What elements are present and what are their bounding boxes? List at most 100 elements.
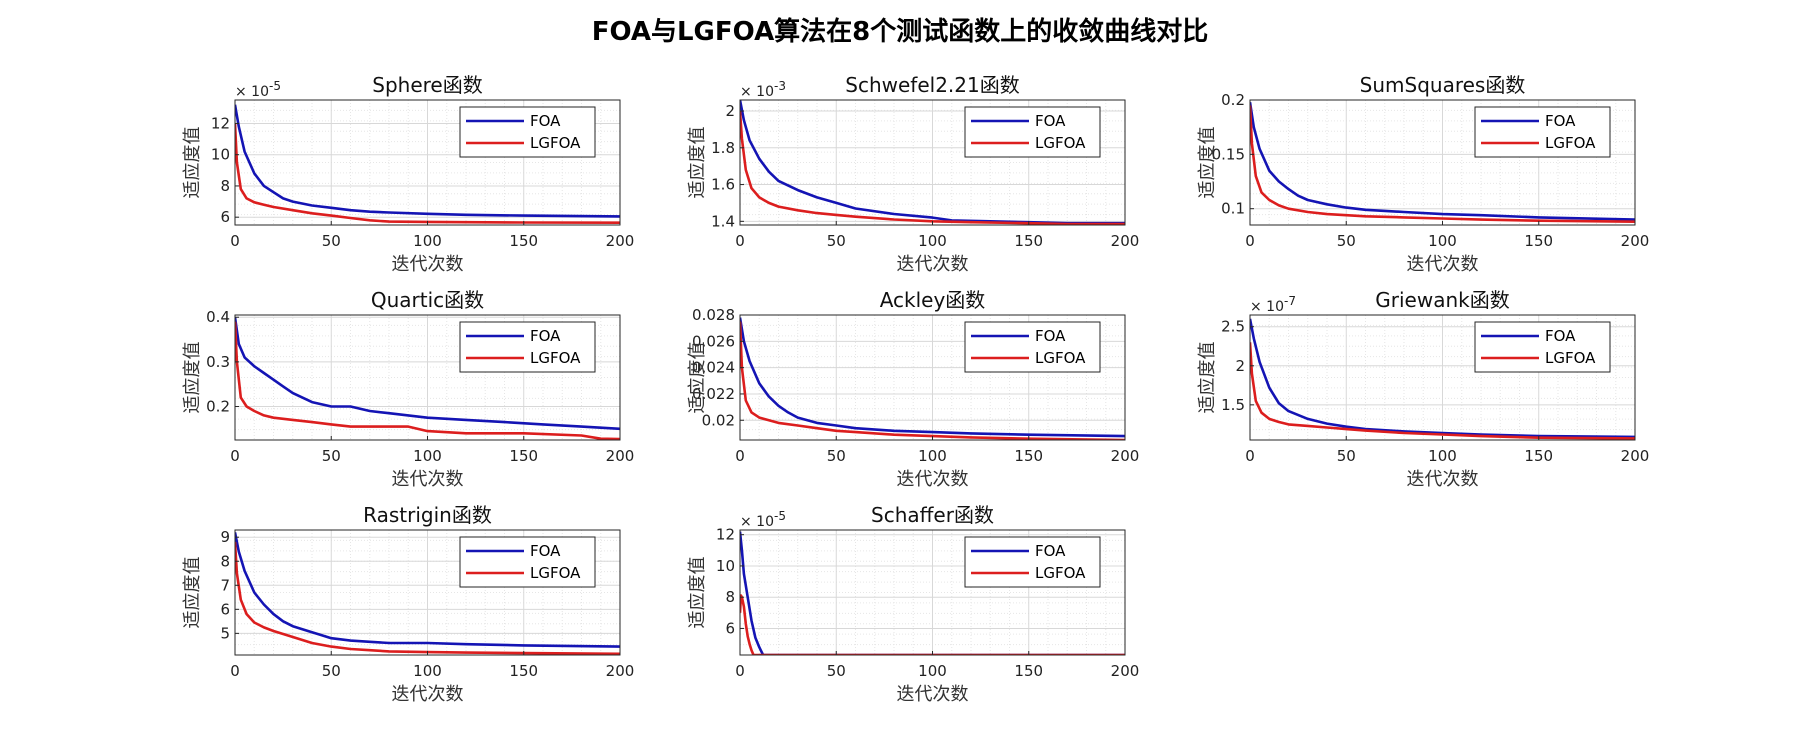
series-line-foa (1250, 102, 1635, 221)
x-tick-label: 200 (606, 232, 635, 250)
legend-label-foa: FOA (1545, 112, 1576, 130)
x-tick-label: 0 (230, 447, 240, 465)
x-tick-label: 0 (230, 662, 240, 680)
y-tick-label: 0.02 (702, 411, 735, 429)
y-tick-label: 1.4 (711, 212, 735, 230)
y-axis-label: 适应度值 (182, 557, 203, 629)
legend-label-lgfoa: LGFOA (530, 134, 581, 152)
subplot-title: Schwefel2.21函数 (845, 73, 1019, 97)
x-tick-label: 0 (1245, 447, 1255, 465)
y-tick-label: 10 (211, 146, 230, 164)
legend-label-foa: FOA (1035, 542, 1066, 560)
x-tick-label: 150 (1524, 232, 1553, 250)
legend-box (1474, 106, 1611, 158)
x-tick-label: 0 (735, 662, 745, 680)
series-line-lgfoa (740, 110, 1125, 225)
y-tick-label: 6 (220, 600, 230, 618)
series-line-lgfoa (740, 321, 1125, 440)
x-tick-label: 200 (606, 662, 635, 680)
y-tick-label: 5 (220, 624, 230, 642)
series-line-foa (235, 532, 620, 648)
x-tick-label: 100 (1428, 447, 1457, 465)
legend-box (964, 321, 1101, 373)
series-line-lgfoa (1250, 342, 1635, 440)
y-axis-label: 适应度值 (687, 557, 708, 629)
x-tick-label: 50 (322, 447, 341, 465)
y-tick-label: 2 (725, 102, 735, 120)
legend-box (459, 536, 596, 588)
x-tick-label: 100 (918, 232, 947, 250)
x-tick-label: 50 (1337, 447, 1356, 465)
y-axis-label: 适应度值 (1197, 127, 1218, 199)
legend-label-foa: FOA (530, 327, 561, 345)
series-line-lgfoa (1250, 105, 1635, 223)
subplot-2: 0 50 100 150 200 1.4 1.6 1.8 2 × 10-3 Schwefel2.21… (687, 73, 1139, 275)
legend-label-lgfoa: LGFOA (530, 349, 581, 367)
x-tick-label: 200 (1111, 447, 1140, 465)
legend-label-lgfoa: LGFOA (1545, 349, 1596, 367)
y-axis-label: 适应度值 (182, 342, 203, 414)
x-tick-label: 200 (1621, 232, 1650, 250)
legend-box (964, 106, 1101, 158)
y-axis-label: 适应度值 (1197, 342, 1218, 414)
y-tick-label: 12 (211, 114, 230, 132)
legend-label-foa: FOA (1545, 327, 1576, 345)
subplot-title: Quartic函数 (371, 288, 484, 312)
x-axis-label: 迭代次数 (392, 469, 464, 490)
x-tick-label: 150 (1014, 447, 1043, 465)
y-tick-label: 10 (716, 557, 735, 575)
x-tick-label: 50 (827, 447, 846, 465)
legend-box (459, 106, 596, 158)
legend-label-lgfoa: LGFOA (1035, 564, 1086, 582)
y-axis-label: 适应度值 (687, 342, 708, 414)
x-axis-label: 迭代次数 (897, 254, 969, 275)
y-tick-label: 2.5 (1221, 318, 1245, 336)
y-tick-label: 9 (220, 528, 230, 546)
y-tick-label: 0.026 (692, 332, 735, 350)
legend-box (1474, 321, 1611, 373)
x-tick-label: 150 (509, 232, 538, 250)
legend: FOA LGFOA (964, 106, 1101, 158)
y-exponent-label: × 10-5 (740, 509, 786, 530)
legend-box (459, 321, 596, 373)
y-tick-label: 0.4 (206, 308, 230, 326)
x-axis-label: 迭代次数 (897, 684, 969, 705)
legend: FOA LGFOA (459, 106, 596, 158)
subplot-title: Sphere函数 (372, 73, 482, 97)
y-tick-label: 2 (1235, 357, 1245, 375)
y-tick-label: 0.028 (692, 306, 735, 324)
legend-box (964, 536, 1101, 588)
x-tick-label: 150 (1524, 447, 1553, 465)
subplot-5: 0 50 100 150 200 0.02 0.022 0.024 0.026 0.028 Ackl… (687, 288, 1139, 490)
x-tick-label: 100 (413, 662, 442, 680)
x-tick-label: 100 (413, 232, 442, 250)
x-tick-label: 150 (1014, 662, 1043, 680)
series-line-foa (740, 317, 1125, 438)
y-exponent-label: × 10-3 (740, 79, 786, 100)
series-line-lgfoa (235, 321, 620, 440)
legend: FOA LGFOA (1474, 321, 1611, 373)
y-tick-label: 6 (220, 208, 230, 226)
series-line-foa (740, 531, 1125, 655)
y-tick-label: 1.6 (711, 176, 735, 194)
x-tick-label: 200 (1621, 447, 1650, 465)
series-line-lgfoa (740, 594, 1125, 655)
y-exponent-label: × 10-7 (1250, 294, 1296, 315)
series-line-foa (235, 317, 620, 431)
x-tick-label: 100 (1428, 232, 1457, 250)
y-exponent-label: × 10-5 (235, 79, 281, 100)
legend: FOA LGFOA (1474, 106, 1611, 158)
x-tick-label: 0 (735, 232, 745, 250)
x-tick-label: 50 (827, 662, 846, 680)
x-tick-label: 200 (606, 447, 635, 465)
y-tick-label: 8 (220, 177, 230, 195)
y-axis-label: 适应度值 (182, 127, 203, 199)
subplot-title: Ackley函数 (880, 288, 986, 312)
x-tick-label: 0 (230, 232, 240, 250)
x-tick-label: 200 (1111, 232, 1140, 250)
subplot-title: Griewank函数 (1375, 288, 1509, 312)
x-tick-label: 50 (827, 232, 846, 250)
